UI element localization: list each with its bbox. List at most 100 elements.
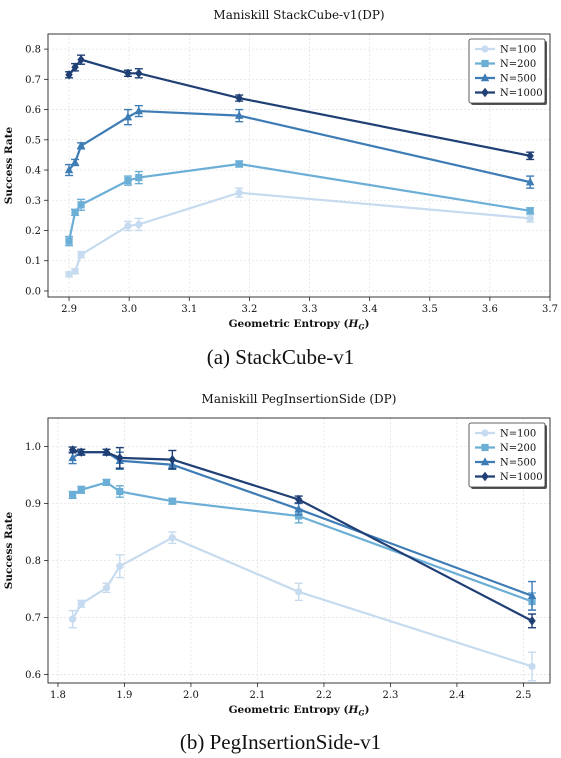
data-point <box>76 141 86 150</box>
data-point <box>64 165 74 174</box>
x-tick-label: 3.4 <box>362 304 378 315</box>
data-point <box>77 600 85 608</box>
y-tick-label: 0.6 <box>25 105 41 116</box>
data-point <box>527 591 537 600</box>
data-point <box>294 494 303 505</box>
series-line <box>68 191 531 276</box>
x-tick-label: 3.7 <box>542 304 558 315</box>
data-point <box>235 160 243 168</box>
legend-label: N=500 <box>500 74 536 85</box>
series-n-100 <box>65 187 535 278</box>
y-axis-label: Success Rate <box>3 126 15 204</box>
data-point <box>102 584 111 592</box>
series-line <box>71 451 533 597</box>
data-point <box>123 112 133 121</box>
caption-stackcube: (a) StackCube-v1 <box>206 345 355 369</box>
x-tick-label: 2.4 <box>449 690 465 701</box>
caption-peginsertion: (b) PegInsertionSide-v1 <box>179 730 382 754</box>
legend-label: N=1000 <box>500 472 543 483</box>
series-n-1000 <box>65 54 535 161</box>
legend-label: N=200 <box>500 59 536 70</box>
x-tick-label: 2.0 <box>183 690 199 701</box>
x-tick-label: 3.6 <box>482 304 498 315</box>
data-point <box>135 173 143 182</box>
data-point <box>77 251 85 259</box>
plot-frame <box>47 33 551 298</box>
y-tick-label: 0.2 <box>25 226 41 237</box>
data-point <box>124 222 132 230</box>
y-tick-label: 0.1 <box>25 256 41 267</box>
chart-title: Maniskill PegInsertionSide (DP) <box>202 392 397 406</box>
data-point <box>77 201 85 209</box>
data-point <box>526 214 534 223</box>
x-tick-label: 2.2 <box>316 690 332 701</box>
y-tick-label: 0.7 <box>25 75 41 86</box>
data-point <box>235 189 243 197</box>
chart-title: Maniskill StackCube-v1(DP) <box>213 8 384 22</box>
series-n-200 <box>68 478 537 611</box>
legend-label: N=100 <box>500 45 536 56</box>
y-tick-label: 0.8 <box>25 556 41 567</box>
data-point <box>71 62 79 72</box>
data-point <box>234 110 244 119</box>
data-point <box>124 177 132 185</box>
legend-box <box>468 422 546 488</box>
series-line <box>71 536 533 668</box>
data-point <box>77 54 85 65</box>
data-point <box>68 453 77 462</box>
legend-label: N=100 <box>500 429 536 440</box>
data-point <box>294 504 303 513</box>
legend-box <box>468 38 546 104</box>
y-tick-label: 0.3 <box>25 196 41 207</box>
legend-swatch-marker <box>481 429 489 437</box>
legend-swatch-marker <box>480 73 490 82</box>
data-point <box>102 478 111 486</box>
y-tick-label: 0.4 <box>25 166 41 177</box>
x-tick-label: 2.9 <box>61 304 77 315</box>
data-point <box>71 267 79 275</box>
x-axis-label: Geometric Entropy (HG) <box>229 318 370 332</box>
x-tick-label: 3.0 <box>121 304 137 315</box>
x-tick-label: 3.3 <box>302 304 318 315</box>
data-point <box>116 487 124 496</box>
data-point <box>69 615 77 623</box>
plot-frame <box>47 417 551 684</box>
y-axis-label: Success Rate <box>3 511 15 589</box>
legend-label: N=500 <box>500 458 536 469</box>
y-tick-label: 0.9 <box>25 499 41 510</box>
x-axis-label: Geometric Entropy (HG) <box>229 704 370 718</box>
legend-swatch-marker <box>481 59 489 68</box>
data-point <box>235 93 243 103</box>
x-tick-label: 2.5 <box>515 690 531 701</box>
x-tick-label: 3.5 <box>422 304 438 315</box>
x-tick-label: 3.2 <box>241 304 257 315</box>
legend-swatch-marker <box>480 457 490 466</box>
data-point <box>102 447 111 457</box>
stackcube-chart: Maniskill StackCube-v1(DP) 2.9 3.0 3.1 3.2 3.… <box>3 8 558 332</box>
data-point <box>168 497 176 505</box>
legend-swatch-marker <box>481 471 489 482</box>
data-point <box>65 237 73 245</box>
data-point <box>528 616 536 626</box>
data-point <box>77 486 85 494</box>
x-tick-label: 1.8 <box>50 690 66 701</box>
data-point <box>295 512 303 520</box>
y-tick-label: 0.5 <box>25 135 41 146</box>
data-point <box>168 534 176 542</box>
legend-swatch-marker <box>481 87 489 98</box>
legend-swatch-marker <box>481 443 489 452</box>
legend-swatch-marker <box>481 45 489 53</box>
data-point <box>124 68 132 78</box>
series-line <box>72 448 533 622</box>
data-point <box>68 445 77 455</box>
data-point <box>168 454 177 465</box>
series-n-1000 <box>68 445 537 629</box>
data-point <box>134 106 143 115</box>
data-point <box>116 562 124 570</box>
x-tick-label: 2.1 <box>249 690 265 701</box>
data-point <box>65 70 73 80</box>
data-point <box>77 447 85 457</box>
y-tick-label: 0.6 <box>25 670 41 681</box>
data-point <box>526 207 534 215</box>
legend-label: N=200 <box>500 443 536 454</box>
